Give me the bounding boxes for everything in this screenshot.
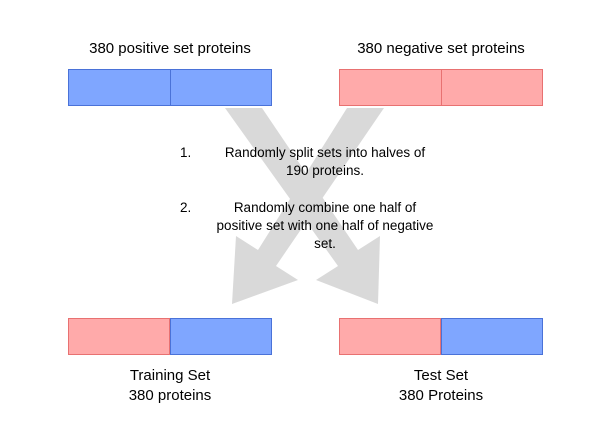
step-2-number: 2. bbox=[180, 200, 192, 215]
positive-half-2 bbox=[170, 69, 272, 106]
test-set-caption: Test Set 380 Proteins bbox=[331, 366, 551, 406]
positive-set-bar bbox=[68, 69, 272, 106]
training-positive-half bbox=[170, 318, 272, 355]
step-2-text: Randomly combine one half of positive se… bbox=[216, 200, 434, 251]
step-2: 2. Randomly combine one half of positive… bbox=[176, 199, 466, 253]
arrow-negative-to-training bbox=[232, 108, 384, 304]
training-set-caption: Training Set 380 proteins bbox=[60, 366, 280, 406]
step-1-text: Randomly split sets into halves of 190 p… bbox=[224, 145, 426, 178]
training-set-bar bbox=[68, 318, 272, 355]
negative-set-label: 380 negative set proteins bbox=[357, 40, 525, 57]
test-set-subtitle: 380 Proteins bbox=[398, 387, 484, 404]
training-negative-half bbox=[68, 318, 170, 355]
negative-set-bar bbox=[339, 69, 543, 106]
training-set-subtitle: 380 proteins bbox=[128, 387, 212, 404]
test-set-bar bbox=[339, 318, 543, 355]
test-set-title: Test Set bbox=[413, 367, 469, 384]
positive-set-label: 380 positive set proteins bbox=[89, 40, 251, 57]
training-set-title: Training Set bbox=[129, 367, 211, 384]
positive-half-1 bbox=[68, 69, 171, 106]
step-1-number: 1. bbox=[180, 145, 192, 160]
test-negative-half bbox=[339, 318, 441, 355]
negative-half-1 bbox=[339, 69, 442, 106]
test-positive-half bbox=[441, 318, 543, 355]
negative-half-2 bbox=[441, 69, 543, 106]
step-1: 1. Randomly split sets into halves of 19… bbox=[176, 144, 466, 180]
process-steps: 1. Randomly split sets into halves of 19… bbox=[176, 144, 466, 272]
